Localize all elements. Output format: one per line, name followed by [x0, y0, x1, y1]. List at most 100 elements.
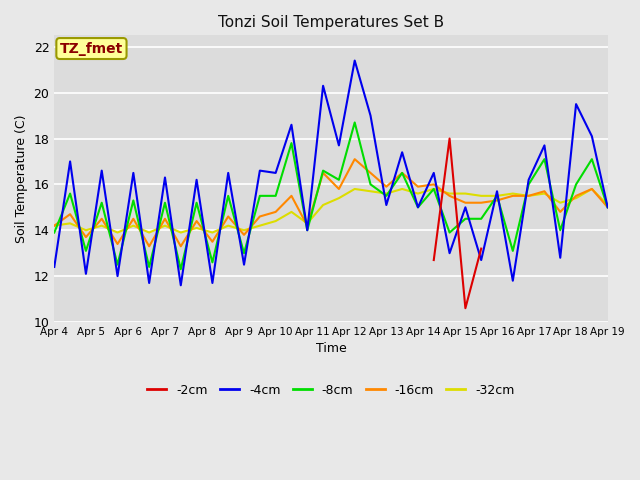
Line: -4cm: -4cm: [54, 60, 608, 285]
-16cm: [193, 218, 200, 224]
-4cm: [82, 271, 90, 276]
-4cm: [287, 122, 295, 128]
-32cm: [445, 191, 453, 196]
-32cm: [335, 195, 343, 201]
-8cm: [430, 186, 438, 192]
Title: Tonzi Soil Temperatures Set B: Tonzi Soil Temperatures Set B: [218, 15, 444, 30]
-32cm: [493, 193, 501, 199]
-4cm: [303, 228, 311, 233]
-2cm: [461, 305, 469, 311]
-8cm: [161, 200, 169, 205]
-32cm: [193, 225, 200, 231]
-32cm: [541, 191, 548, 196]
-16cm: [367, 170, 374, 176]
-8cm: [398, 170, 406, 176]
-16cm: [98, 216, 106, 222]
-8cm: [541, 156, 548, 162]
-4cm: [414, 204, 422, 210]
-4cm: [367, 113, 374, 119]
-4cm: [398, 149, 406, 155]
-16cm: [287, 193, 295, 199]
-16cm: [114, 241, 122, 247]
-8cm: [556, 228, 564, 233]
-4cm: [493, 188, 501, 194]
-4cm: [256, 168, 264, 173]
-16cm: [477, 200, 485, 205]
-16cm: [525, 193, 532, 199]
-4cm: [145, 280, 153, 286]
-8cm: [477, 216, 485, 222]
Y-axis label: Soil Temperature (C): Soil Temperature (C): [15, 114, 28, 243]
-8cm: [461, 216, 469, 222]
-32cm: [287, 209, 295, 215]
-16cm: [319, 170, 327, 176]
-32cm: [240, 228, 248, 233]
-32cm: [319, 202, 327, 208]
-8cm: [256, 193, 264, 199]
-4cm: [604, 204, 612, 210]
-32cm: [604, 202, 612, 208]
-8cm: [240, 250, 248, 256]
-8cm: [272, 193, 280, 199]
Line: -16cm: -16cm: [54, 159, 608, 246]
-8cm: [177, 266, 184, 272]
-32cm: [129, 223, 137, 228]
-16cm: [541, 188, 548, 194]
-8cm: [383, 193, 390, 199]
-8cm: [287, 140, 295, 146]
-4cm: [572, 101, 580, 107]
-16cm: [588, 186, 596, 192]
-16cm: [177, 243, 184, 249]
-16cm: [225, 214, 232, 219]
-16cm: [335, 186, 343, 192]
Line: -8cm: -8cm: [54, 122, 608, 269]
-32cm: [209, 229, 216, 235]
-8cm: [588, 156, 596, 162]
-32cm: [98, 223, 106, 228]
-16cm: [129, 216, 137, 222]
-8cm: [209, 260, 216, 265]
-16cm: [209, 239, 216, 245]
-4cm: [209, 280, 216, 286]
-4cm: [51, 264, 58, 270]
Line: -32cm: -32cm: [54, 189, 608, 232]
-16cm: [82, 234, 90, 240]
-16cm: [556, 209, 564, 215]
-16cm: [240, 232, 248, 238]
-32cm: [161, 223, 169, 228]
-16cm: [272, 209, 280, 215]
Line: -2cm: -2cm: [434, 139, 481, 308]
-32cm: [477, 193, 485, 199]
-2cm: [445, 136, 453, 142]
-16cm: [461, 200, 469, 205]
-16cm: [161, 216, 169, 222]
-16cm: [303, 223, 311, 228]
-8cm: [225, 193, 232, 199]
-4cm: [445, 250, 453, 256]
-16cm: [414, 184, 422, 190]
-2cm: [430, 257, 438, 263]
-4cm: [525, 177, 532, 183]
-8cm: [129, 198, 137, 204]
-8cm: [335, 177, 343, 183]
-32cm: [177, 229, 184, 235]
-4cm: [129, 170, 137, 176]
-8cm: [445, 229, 453, 235]
-32cm: [430, 186, 438, 192]
-16cm: [145, 243, 153, 249]
-32cm: [367, 188, 374, 194]
-8cm: [303, 228, 311, 233]
-8cm: [193, 200, 200, 205]
-32cm: [272, 218, 280, 224]
-32cm: [82, 228, 90, 233]
-4cm: [240, 262, 248, 267]
-32cm: [67, 220, 74, 226]
-4cm: [177, 282, 184, 288]
-16cm: [398, 170, 406, 176]
-16cm: [256, 214, 264, 219]
-8cm: [367, 181, 374, 187]
-32cm: [556, 200, 564, 205]
-4cm: [335, 143, 343, 148]
-8cm: [525, 181, 532, 187]
-32cm: [114, 229, 122, 235]
